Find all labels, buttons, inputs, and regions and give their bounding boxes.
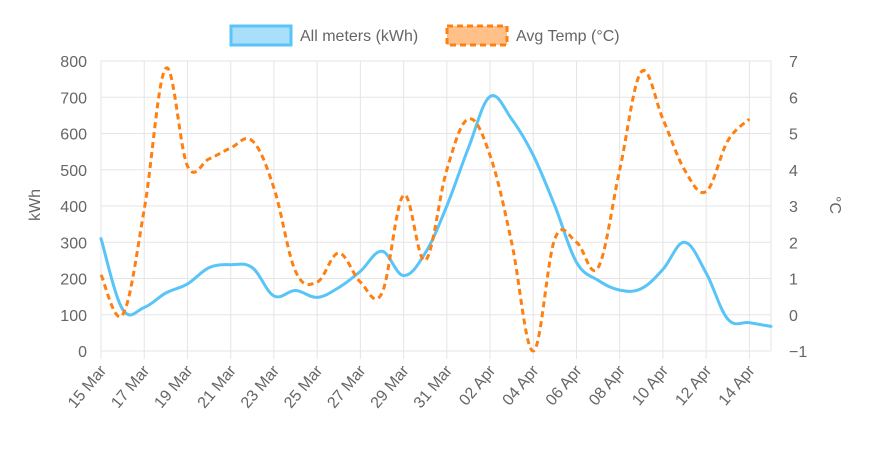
y-left-tick-label: 600 [60,127,87,144]
y-right-tick-label: 3 [789,199,798,216]
legend-swatch-temp [445,24,509,47]
x-tick-label: 08 Apr [586,362,629,409]
y-right-axis-title: °C [826,196,843,214]
x-tick-label: 14 Apr [716,362,759,409]
legend-item-meters[interactable]: All meters (kWh) [229,24,418,47]
x-tick-label: 29 Mar [368,362,413,412]
x-tick-label: 19 Mar [151,362,196,412]
y-right-tick-label: 7 [789,54,798,71]
x-tick-label: 15 Mar [65,362,110,412]
x-tick-label: 12 Apr [672,362,715,409]
y-right-tick-label: 1 [789,272,798,289]
y-right-tick-label: 6 [789,90,798,107]
y-left-tick-label: 0 [78,344,87,361]
legend-label-temp: Avg Temp (°C) [516,28,620,45]
x-tick-label: 21 Mar [195,362,240,412]
series-line-meters [99,94,773,328]
x-tick-label: 27 Mar [324,362,369,412]
grid [100,60,772,359]
y-left-tick-label: 400 [60,199,87,216]
legend-label-meters: All meters (kWh) [300,28,418,45]
series-line-temp [99,66,751,353]
legend-swatch-meters [229,24,293,47]
y-left-tick-label: 500 [60,163,87,180]
x-tick-label: 04 Apr [500,362,543,409]
y-left-tick-label: 700 [60,90,87,107]
x-tick-label: 31 Mar [411,362,456,412]
y-right-tick-label: 4 [789,163,798,180]
y-right-tick-label: 2 [789,235,798,252]
y-left-tick-label: 300 [60,235,87,252]
y-right-tick-label: 5 [789,127,798,144]
y-left-axis-ticks: 0 100 200 300 400 500 600 700 800 [60,54,87,361]
y-left-tick-label: 800 [60,54,87,71]
y-right-tick-label: 0 [789,308,798,325]
legend: All meters (kWh) Avg Temp (°C) [229,24,620,47]
y-right-axis-ticks: −1 0 1 2 3 4 5 6 7 [789,54,807,361]
y-right-tick-label: −1 [789,344,807,361]
x-tick-label: 02 Apr [456,362,499,409]
x-tick-label: 10 Apr [629,362,672,409]
legend-item-temp[interactable]: Avg Temp (°C) [445,24,620,47]
x-tick-label: 06 Apr [543,362,586,409]
x-tick-label: 23 Mar [238,362,283,412]
x-tick-label: 25 Mar [281,362,326,412]
y-left-tick-label: 200 [60,272,87,289]
x-tick-label: 17 Mar [108,362,153,412]
y-left-axis-title: kWh [27,189,44,221]
y-left-tick-label: 100 [60,308,87,325]
series-group [99,66,773,353]
